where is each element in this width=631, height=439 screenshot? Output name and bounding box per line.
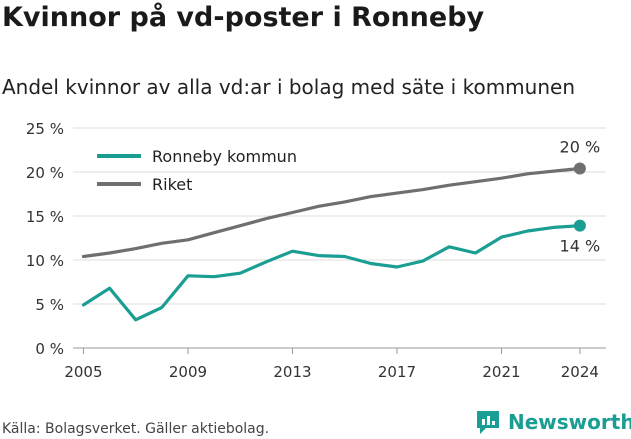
y-tick-label: 20 % bbox=[26, 164, 64, 182]
newsworthy-logo-icon bbox=[477, 411, 499, 434]
y-tick-label: 25 % bbox=[26, 120, 64, 138]
series-line-riket bbox=[81, 166, 582, 259]
end-label-riket: 20 % bbox=[560, 137, 601, 156]
x-tick-label: 2017 bbox=[378, 363, 416, 381]
end-point-ronneby-kommun bbox=[573, 219, 586, 232]
end-label-ronneby: 14 % bbox=[560, 237, 601, 256]
x-tick-label: 2009 bbox=[169, 363, 207, 381]
y-tick-label: 5 % bbox=[35, 296, 64, 314]
chart-title: Kvinnor på vd-poster i Ronneby bbox=[2, 2, 485, 33]
series-line-ronneby-kommun bbox=[81, 224, 582, 322]
x-tick-label: 2021 bbox=[482, 363, 520, 381]
brand-logo: Newsworthy bbox=[474, 408, 631, 436]
x-tick-label: 2013 bbox=[273, 363, 311, 381]
y-tick-label: 15 % bbox=[26, 208, 64, 226]
x-tick-label: 2005 bbox=[64, 363, 102, 381]
legend-label: Riket bbox=[152, 175, 192, 194]
source-note: Källa: Bolagsverket. Gäller aktiebolag. bbox=[2, 421, 270, 437]
end-point-riket bbox=[573, 162, 586, 175]
y-tick-label: 10 % bbox=[26, 252, 64, 270]
brand-name: Newsworthy bbox=[508, 410, 631, 434]
x-tick-label: 2024 bbox=[561, 363, 599, 381]
y-tick-label: 0 % bbox=[35, 340, 64, 358]
chart-subtitle: Andel kvinnor av alla vd:ar i bolag med … bbox=[2, 75, 575, 99]
legend-label: Ronneby kommun bbox=[152, 147, 297, 166]
